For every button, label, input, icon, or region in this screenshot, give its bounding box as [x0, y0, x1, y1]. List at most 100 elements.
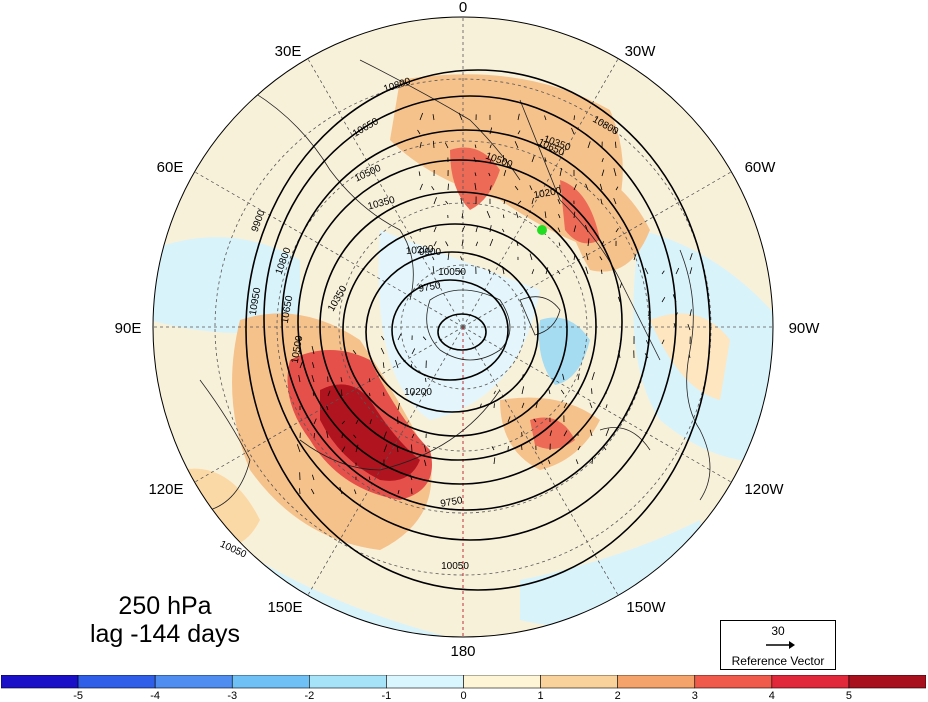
wind-vector	[411, 391, 414, 397]
wind-vector	[352, 349, 357, 355]
wind-vector	[544, 115, 547, 121]
wind-vector	[573, 254, 576, 261]
colorbar-tick-label: 0	[460, 690, 467, 702]
wind-vector	[589, 429, 593, 437]
wind-vector	[575, 459, 579, 465]
wind-vector	[488, 268, 491, 275]
wind-vector	[433, 226, 437, 233]
wind-vector	[353, 434, 357, 439]
wind-vector	[380, 347, 385, 355]
wind-vector	[445, 241, 449, 247]
wind-vector	[589, 402, 593, 409]
wind-vector	[396, 446, 399, 453]
wind-vector	[516, 240, 519, 247]
wind-vector	[489, 127, 493, 135]
wind-vector	[600, 269, 603, 275]
wind-vector	[459, 269, 463, 275]
wind-vector	[311, 474, 315, 481]
wind-vector	[615, 186, 619, 191]
wind-vector	[573, 115, 575, 121]
wind-vector	[445, 200, 449, 205]
colorbar-tick-label: 2	[614, 690, 621, 702]
wind-vector	[559, 167, 563, 177]
wind-vector	[354, 489, 357, 495]
wind-vector	[544, 211, 547, 219]
wind-vector	[503, 170, 507, 177]
wind-vector	[645, 340, 649, 345]
wind-vector	[419, 228, 421, 233]
contour-label: 10200	[405, 244, 434, 257]
wind-vector	[341, 432, 343, 439]
meridian-label-30w: 30W	[625, 43, 657, 60]
wind-vector	[529, 185, 533, 191]
wind-vector	[461, 213, 464, 219]
wind-vector	[615, 227, 619, 233]
wind-vector	[432, 256, 435, 261]
wind-vector	[493, 457, 496, 465]
wind-vector	[514, 185, 519, 191]
wind-vector	[461, 239, 464, 247]
wind-vector	[432, 114, 435, 121]
wind-vector	[432, 266, 435, 275]
wind-vector	[605, 390, 608, 395]
wind-vector	[489, 225, 492, 233]
colorbar-tick-label: 3	[691, 690, 698, 702]
wind-vector	[313, 432, 316, 439]
colorbar-swatch	[540, 675, 618, 689]
contour-label: 10050	[441, 561, 469, 572]
wind-vector	[423, 459, 427, 467]
wind-vector	[689, 309, 692, 317]
colorbar-tick-label: -5	[73, 690, 83, 702]
contour-label: 9750	[440, 495, 464, 510]
wind-vector	[515, 212, 519, 219]
wind-vector	[460, 197, 463, 205]
wind-vector	[339, 486, 343, 495]
wind-vector	[425, 377, 427, 383]
wind-vector	[585, 266, 589, 275]
wind-vector	[617, 296, 621, 303]
plot-subtitle: lag -144 days	[89, 620, 241, 648]
wind-vector	[447, 252, 450, 261]
wind-vector	[383, 431, 387, 439]
colorbar-tick-label: -2	[304, 690, 315, 702]
wind-vector	[340, 377, 343, 383]
meridian-label-180: 180	[450, 643, 475, 660]
wind-vector	[326, 405, 329, 411]
wind-vector	[489, 185, 492, 191]
colorbar-swatch	[848, 675, 926, 689]
contour-label: 10050	[438, 267, 466, 278]
meridian-label-90w: 90W	[789, 320, 821, 337]
wind-vector	[563, 402, 568, 409]
wind-vector	[447, 183, 449, 191]
colorbar-tick-label: 5	[845, 690, 852, 702]
wind-vector	[383, 444, 388, 453]
wind-vector	[514, 141, 519, 149]
wind-vector	[633, 254, 637, 261]
wind-vector	[521, 444, 523, 451]
wind-vector	[489, 158, 492, 163]
wind-vector	[605, 428, 610, 437]
wind-vector	[644, 353, 649, 359]
wind-vector	[563, 430, 568, 437]
reference-arrow-icon	[766, 641, 795, 649]
wind-vector	[479, 403, 482, 409]
wind-vector	[591, 456, 594, 465]
wind-vector	[545, 267, 549, 275]
height-contours	[245, 69, 711, 591]
wind-vector	[619, 339, 622, 345]
wind-vector	[418, 171, 421, 177]
wind-vector	[531, 197, 534, 205]
wind-vector	[517, 200, 522, 205]
wind-vector	[599, 256, 603, 261]
wind-vector	[562, 373, 565, 381]
wind-vector	[411, 348, 416, 355]
wind-vector	[493, 390, 496, 395]
wind-vector	[327, 390, 331, 397]
contour-label: 10200	[404, 387, 432, 398]
wind-vector	[341, 446, 346, 453]
wind-vector	[397, 403, 400, 411]
wind-vector	[489, 238, 494, 247]
wind-vector	[558, 214, 561, 219]
wind-vector	[422, 392, 427, 397]
